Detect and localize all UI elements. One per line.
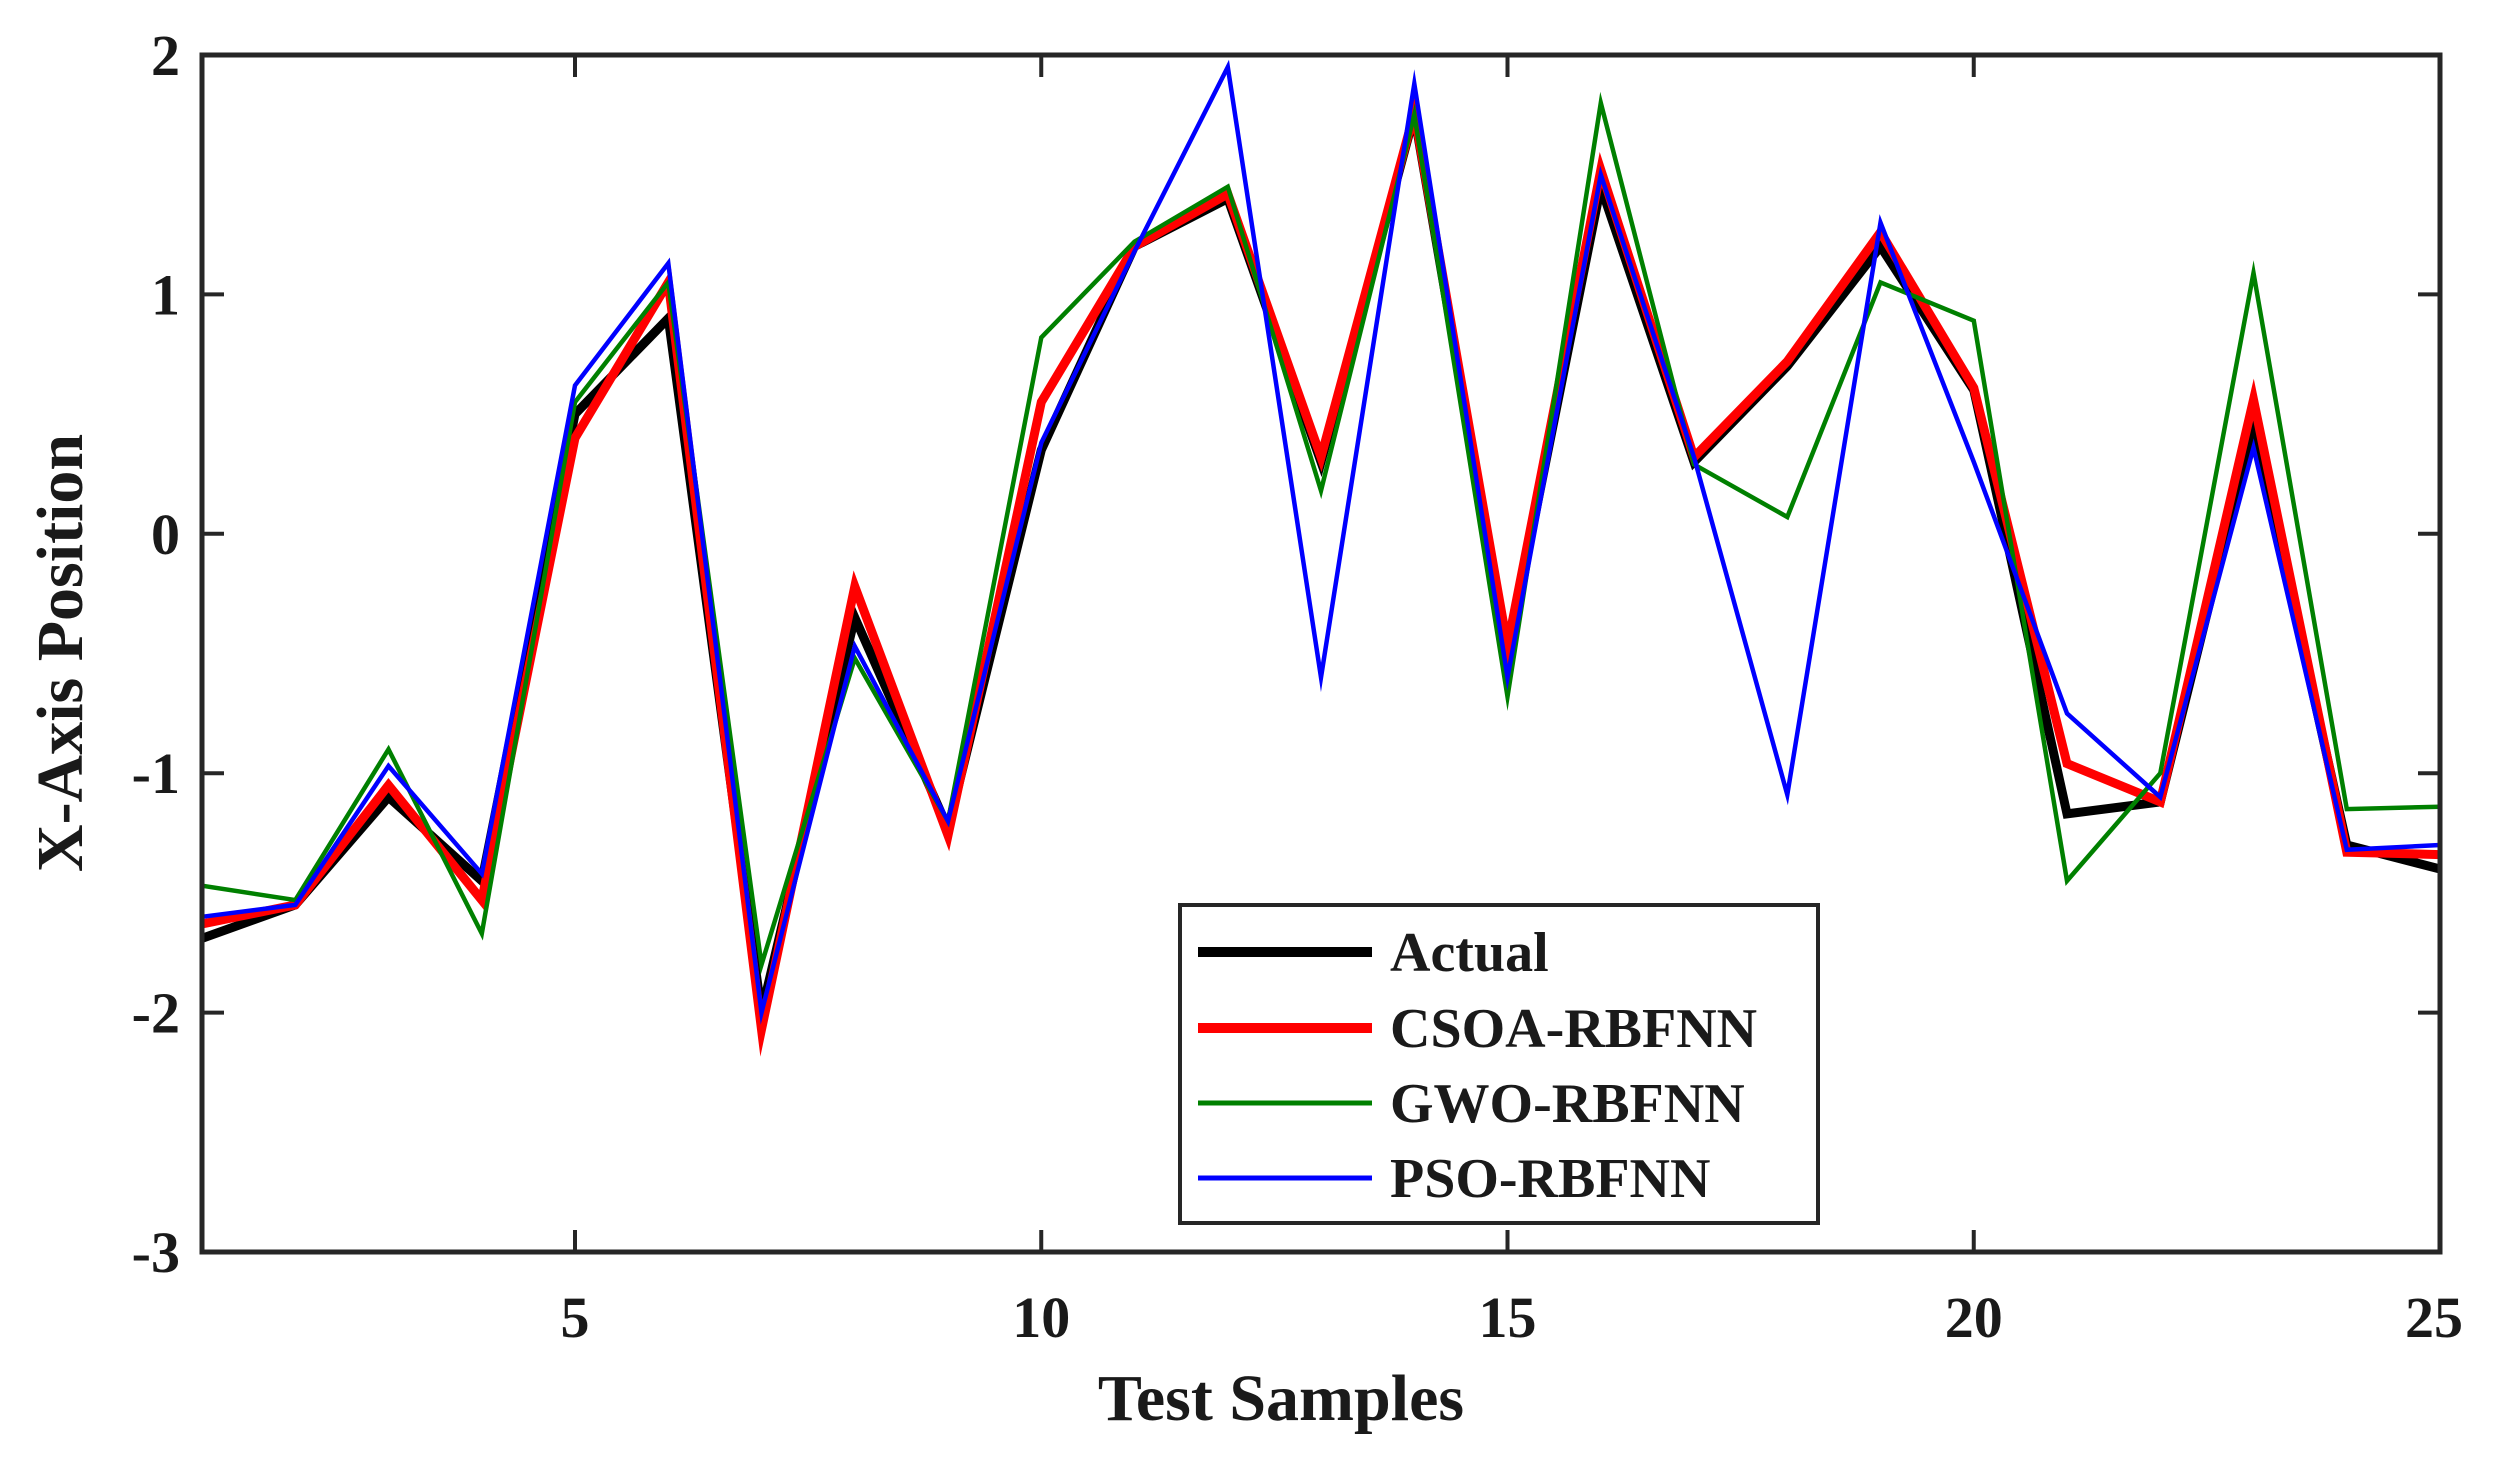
y-axis-title: X-Axis Position [24,434,97,872]
y-tick-labels: -3 -2 -1 0 1 2 [132,23,180,1285]
x-tick-label: 10 [1012,1285,1070,1350]
y-tick-label: -2 [132,981,180,1046]
series-line-pso-rbfnn [201,59,2441,1025]
legend-items: Actual CSOA-RBFNN GWO-RBFNN PSO-RBFNN [1198,922,1757,1210]
x-tick-label: 20 [1945,1285,2003,1350]
x-tick-label: 5 [561,1285,590,1350]
legend-box [1178,903,1820,1225]
legend-label: PSO-RBFNN [1390,1148,1710,1210]
legend-label: CSOA-RBFNN [1390,998,1757,1060]
x-tick-label: 25 [2405,1285,2463,1350]
series-layer [200,59,2442,1057]
y-tick-label: -3 [132,1220,180,1285]
x-tick-labels: 5 10 15 20 25 [561,1285,2464,1350]
x-tick-label: 15 [1479,1285,1537,1350]
ticks-layer [202,53,2442,1254]
series-line-gwo-rbfnn [201,91,2441,976]
series-line-csoa-rbfnn [201,91,2441,1057]
legend-label: GWO-RBFNN [1390,1073,1745,1135]
y-tick-label: 0 [151,502,180,567]
y-tick-label: 1 [151,262,180,327]
x-axis-title: Test Samples [1098,1362,1464,1435]
y-tick-label: 2 [151,23,180,88]
legend: Actual CSOA-RBFNN GWO-RBFNN PSO-RBFNN [1178,903,1820,1225]
plot-frame [199,52,2443,1255]
legend-label: Actual [1390,922,1549,984]
y-tick-label: -1 [132,741,180,806]
